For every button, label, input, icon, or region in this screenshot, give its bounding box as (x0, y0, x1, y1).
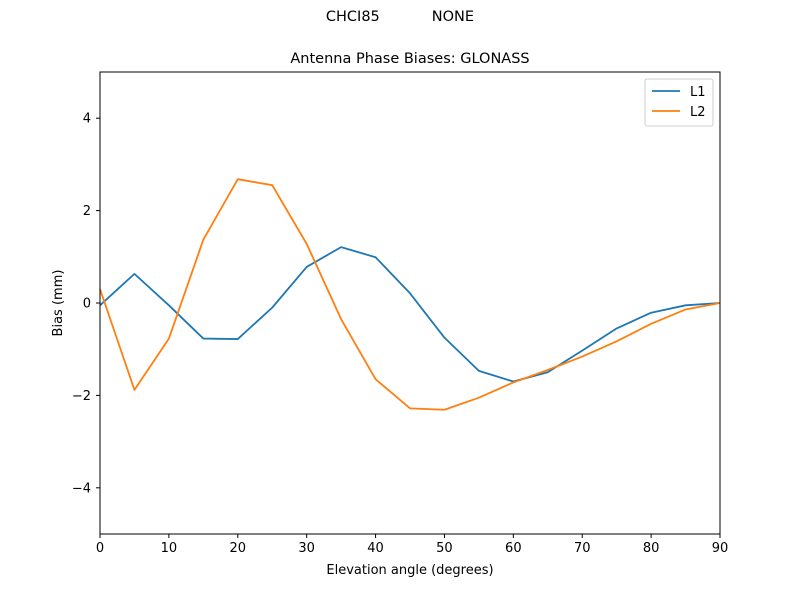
x-tick-label: 80 (643, 541, 660, 556)
series-line-l1 (99, 246, 721, 383)
x-tick-label: 70 (574, 541, 591, 556)
figure-suptitle: CHCI85 NONE (0, 9, 800, 25)
series-layer (99, 178, 721, 411)
plot-frame (99, 71, 721, 535)
y-tick-label: 0 (83, 297, 91, 312)
x-tick-label: 60 (505, 541, 522, 556)
x-tick-label: 30 (298, 541, 315, 556)
legend-label-l1: L1 (690, 85, 706, 100)
series-line-l2 (99, 178, 721, 411)
y-tick-label: −2 (72, 389, 91, 404)
axis-layer: 0 10 20 30 40 50 60 70 80 90 −4 −2 0 2 4 (72, 112, 728, 556)
legend: L1 L2 (644, 78, 714, 127)
x-tick-label: 90 (712, 541, 729, 556)
legend-label-l2: L2 (690, 105, 706, 120)
y-axis-label: Bias (mm) (51, 270, 66, 337)
x-tick-label: 20 (230, 541, 247, 556)
chart-title: Antenna Phase Biases: GLONASS (290, 51, 529, 67)
x-tick-label: 40 (367, 541, 384, 556)
y-tick-label: 4 (83, 112, 91, 127)
y-tick-label: −4 (72, 481, 91, 496)
x-tick-label: 10 (161, 541, 178, 556)
x-axis-label: Elevation angle (degrees) (326, 563, 493, 578)
suptitle-station: CHCI85 (325, 9, 380, 25)
x-tick-label: 0 (96, 541, 104, 556)
x-tick-label: 50 (436, 541, 453, 556)
suptitle-antenna: NONE (431, 9, 475, 25)
y-tick-label: 2 (83, 204, 91, 219)
